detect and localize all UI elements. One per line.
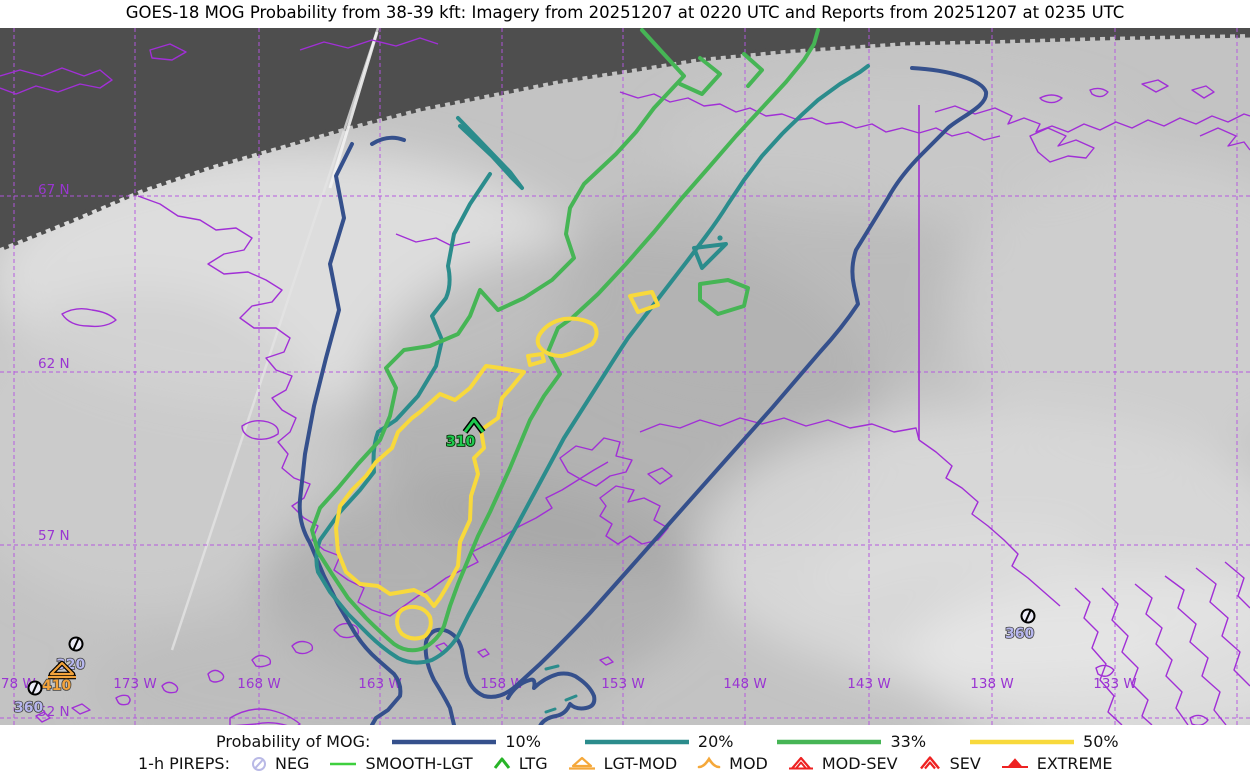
coastlines [0,37,1250,729]
contour-10pct-swatch [392,739,497,744]
contour-33pct-swatch [777,739,882,744]
legend-pirep-label: MOD-SEV [821,754,898,773]
lon-label: 178 W [0,676,36,692]
lon-label: 163 W [358,676,401,692]
legend-item-mod-sev: MOD-SEV [787,754,898,773]
pirep-flight-level: 310 [446,434,475,450]
lat-label: 67 N [38,182,70,198]
pirep-legend: 1-h PIREPS: NEG SMOOTH-LGT LTG LGT-MOD M… [138,754,1131,773]
contour-20pct-swatch [584,739,689,744]
lat-label: 52 N [38,704,70,720]
legend-item-mod: MOD [696,754,768,773]
contour-50pct-swatch [970,739,1075,744]
pirep-flight-level: 360 [1005,626,1034,642]
lat-label: 62 N [38,356,70,372]
legend-pirep-label: LGT-MOD [603,754,678,773]
graticule-labels: 67 N 62 N 57 N 52 N 178 W 173 W 168 W 16… [0,182,1137,720]
legend-item-lgt-mod: LGT-MOD [567,754,678,773]
legend-item-33pct: 33% [775,732,926,751]
legend-item-smooth-lgt: SMOOTH-LGT [328,754,473,773]
legend-item-20pct: 20% [583,732,734,751]
lon-label: 168 W [237,676,280,692]
legend-pirep-label: SMOOTH-LGT [365,754,473,773]
legend-item-50pct: 50% [968,732,1119,751]
mod-sev-icon [788,756,813,770]
neg-icon [251,756,266,771]
legend-item-10pct: 10% [390,732,541,751]
no-data-region [0,28,1250,252]
pirep-legend-label: 1-h PIREPS: [138,754,230,773]
legend-pirep-label: EXTREME [1036,754,1113,773]
legend-pct-label: 50% [1083,732,1119,751]
lon-label: 153 W [601,676,644,692]
legend-item-ltg: LTG [492,754,548,773]
ltg-pirep-icon [462,417,486,434]
contour-50pct [334,290,660,641]
lgt-mod-icon [568,756,595,770]
legend-pirep-label: MOD [729,754,768,773]
legend-pirep-label: NEG [274,754,310,773]
legend-item-extreme: EXTREME [1000,754,1113,773]
ltg-icon [493,757,510,769]
mog-probability-map-svg: 67 N 62 N 57 N 52 N 178 W 173 W 168 W 16… [0,27,1250,758]
neg-pirep-icon [68,636,84,652]
extreme-icon [1001,758,1028,768]
contour-20pct [314,64,870,714]
lon-label: 133 W [1093,676,1136,692]
legend-item-sev: SEV [917,754,981,773]
pirep-flight-level: 320 [56,657,85,673]
probability-legend: Probability of MOG: 10% 20% 33% 50% [216,732,1161,751]
legend-pct-label: 20% [697,732,734,751]
lon-label: 138 W [970,676,1013,692]
legend-pirep-label: LTG [518,754,548,773]
probability-legend-label: Probability of MOG: [216,732,371,751]
mod-icon [697,756,721,769]
lon-label: 143 W [847,676,890,692]
legend-item-neg: NEG [250,754,309,773]
satellite-streak [170,27,380,651]
pirep-flight-level: 360 [14,700,43,716]
lon-label: 148 W [723,676,766,692]
graticule [0,28,1250,725]
neg-pirep-icon [1020,608,1036,624]
lat-label: 57 N [38,528,70,544]
neg-pirep-icon [27,680,43,696]
smooth-lgt-icon [330,762,357,765]
map-pirep-markers: 320 410 360 310 360 [13,417,1036,717]
page-title: GOES-18 MOG Probability from 38-39 kft: … [125,3,1125,22]
legend-pct-label: 33% [890,732,927,751]
pirep-flight-level: 410 [42,678,71,694]
lon-label: 173 W [113,676,156,692]
legend-pct-label: 10% [505,732,541,751]
contour-33pct [310,28,820,653]
satellite-map: 67 N 62 N 57 N 52 N 178 W 173 W 168 W 16… [0,27,1250,758]
sev-icon [919,756,940,770]
legend-pirep-label: SEV [949,754,981,773]
contour-10pct [297,66,988,735]
lgt-mod-pirep-icon [48,660,76,680]
